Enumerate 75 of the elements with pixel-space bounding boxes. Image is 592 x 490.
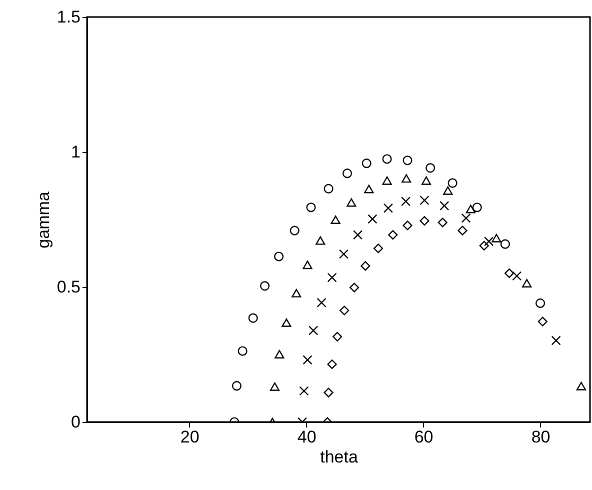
point xyxy=(327,272,337,282)
point xyxy=(522,278,532,288)
point xyxy=(382,176,392,185)
x-tick-label: 20 xyxy=(180,428,200,446)
point xyxy=(400,196,411,206)
y-axis-title: gamma xyxy=(34,191,53,248)
y-tick-label: 0 xyxy=(71,412,80,432)
point xyxy=(426,163,436,173)
point xyxy=(338,249,349,259)
point xyxy=(282,318,292,327)
point xyxy=(576,382,586,390)
point xyxy=(340,306,350,316)
point xyxy=(500,239,510,249)
point xyxy=(299,386,309,396)
point xyxy=(360,261,370,271)
point xyxy=(492,234,502,242)
point xyxy=(274,252,284,262)
point xyxy=(324,184,334,194)
y-tick-label: 1.5 xyxy=(56,8,80,26)
point xyxy=(346,198,356,207)
point xyxy=(362,158,372,168)
point xyxy=(316,236,326,245)
point xyxy=(238,346,248,356)
point xyxy=(368,214,378,224)
point xyxy=(364,184,374,194)
point xyxy=(353,230,363,240)
point xyxy=(538,316,548,326)
point xyxy=(316,298,326,308)
point xyxy=(448,178,458,188)
point xyxy=(461,213,471,223)
x-tick-label: 80 xyxy=(531,428,550,446)
point xyxy=(472,202,482,212)
point xyxy=(421,176,432,185)
point xyxy=(402,156,412,166)
point xyxy=(373,244,384,254)
point xyxy=(551,336,561,346)
point xyxy=(330,216,340,224)
point xyxy=(440,200,450,211)
point xyxy=(443,186,453,195)
point xyxy=(306,202,316,212)
point xyxy=(232,381,242,391)
point xyxy=(512,271,522,281)
point xyxy=(388,230,398,240)
point xyxy=(290,226,300,236)
point xyxy=(327,359,337,370)
point xyxy=(484,236,494,246)
point xyxy=(458,226,468,236)
point xyxy=(466,204,476,214)
point xyxy=(504,268,514,278)
y-tick-label: 1 xyxy=(71,142,80,162)
point xyxy=(479,240,489,250)
point xyxy=(420,196,430,206)
x-axis-title: theta xyxy=(320,448,358,466)
point xyxy=(302,355,312,365)
point xyxy=(302,260,312,270)
point xyxy=(292,288,302,298)
point xyxy=(402,174,412,183)
point xyxy=(324,388,334,398)
point xyxy=(260,281,270,291)
point xyxy=(332,332,342,342)
point xyxy=(350,282,360,292)
point xyxy=(383,203,393,213)
point xyxy=(382,154,392,164)
point xyxy=(308,326,318,336)
point xyxy=(274,350,284,358)
point xyxy=(536,298,546,308)
y-tick-label: 0.5 xyxy=(56,278,80,296)
x-tick-label: 40 xyxy=(297,428,316,446)
point xyxy=(342,168,352,178)
point xyxy=(402,220,412,230)
point xyxy=(420,216,430,226)
x-tick-label: 60 xyxy=(414,428,434,446)
point xyxy=(438,218,448,228)
point xyxy=(248,313,258,323)
point xyxy=(270,382,280,391)
